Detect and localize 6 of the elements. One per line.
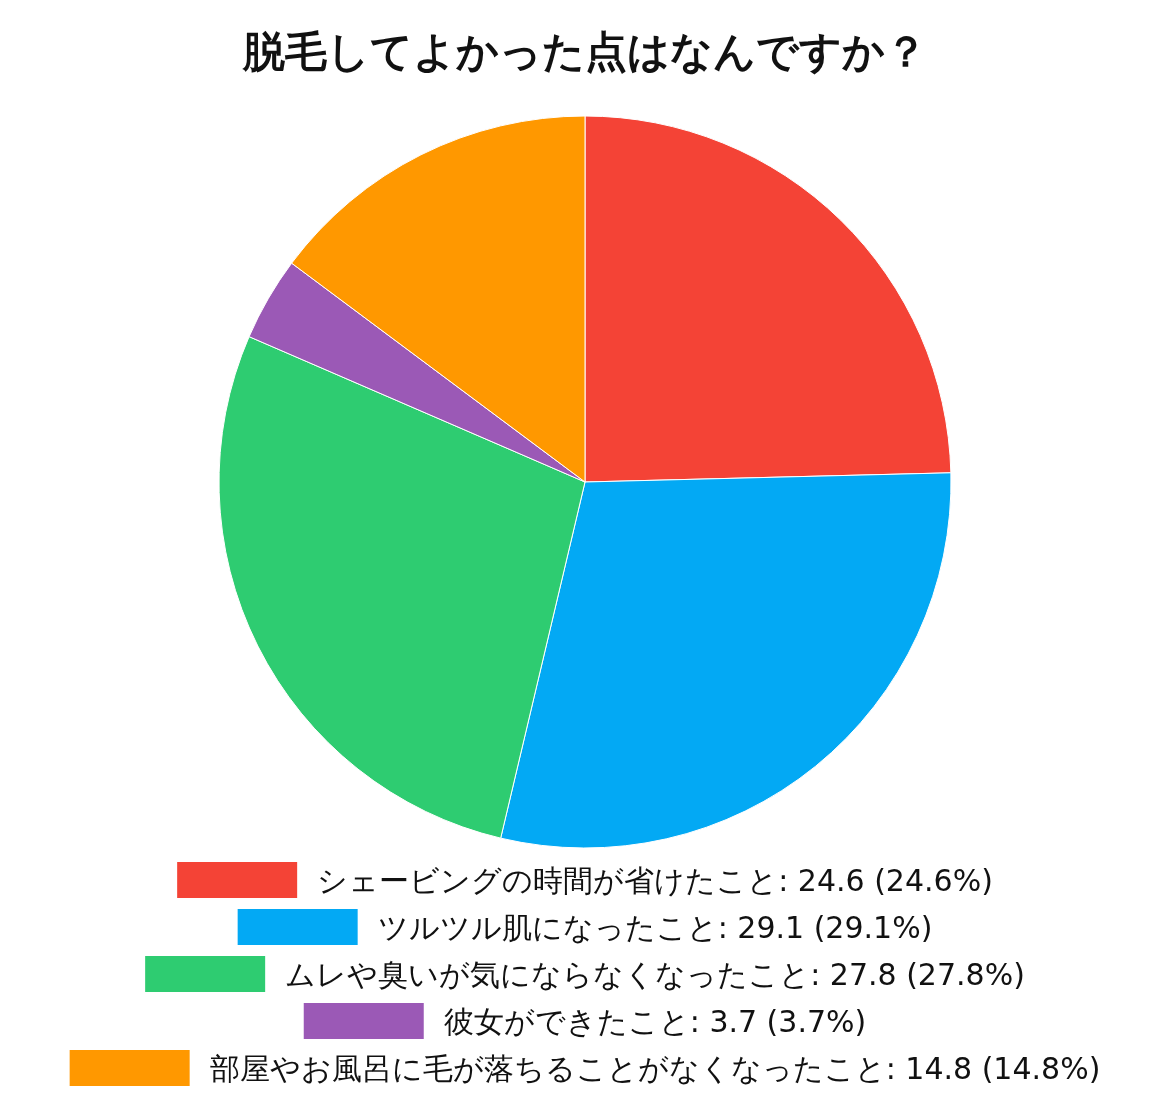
legend-label: ツルツル肌になったこと: 29.1 (29.1%) bbox=[377, 910, 933, 945]
legend-label: 彼女ができたこと: 3.7 (3.7%) bbox=[443, 1004, 867, 1039]
legend-label: ムレや臭いが気にならなくなったこと: 27.8 (27.8%) bbox=[285, 957, 1025, 992]
legend-label: 部屋やお風呂に毛が落ちることがなくなったこと: 14.8 (14.8%) bbox=[209, 1051, 1101, 1086]
chart-title: 脱毛してよかった点はなんですか？ bbox=[242, 27, 927, 76]
legend-label: シェービングの時間が省けたこと: 24.6 (24.6%) bbox=[317, 863, 993, 898]
